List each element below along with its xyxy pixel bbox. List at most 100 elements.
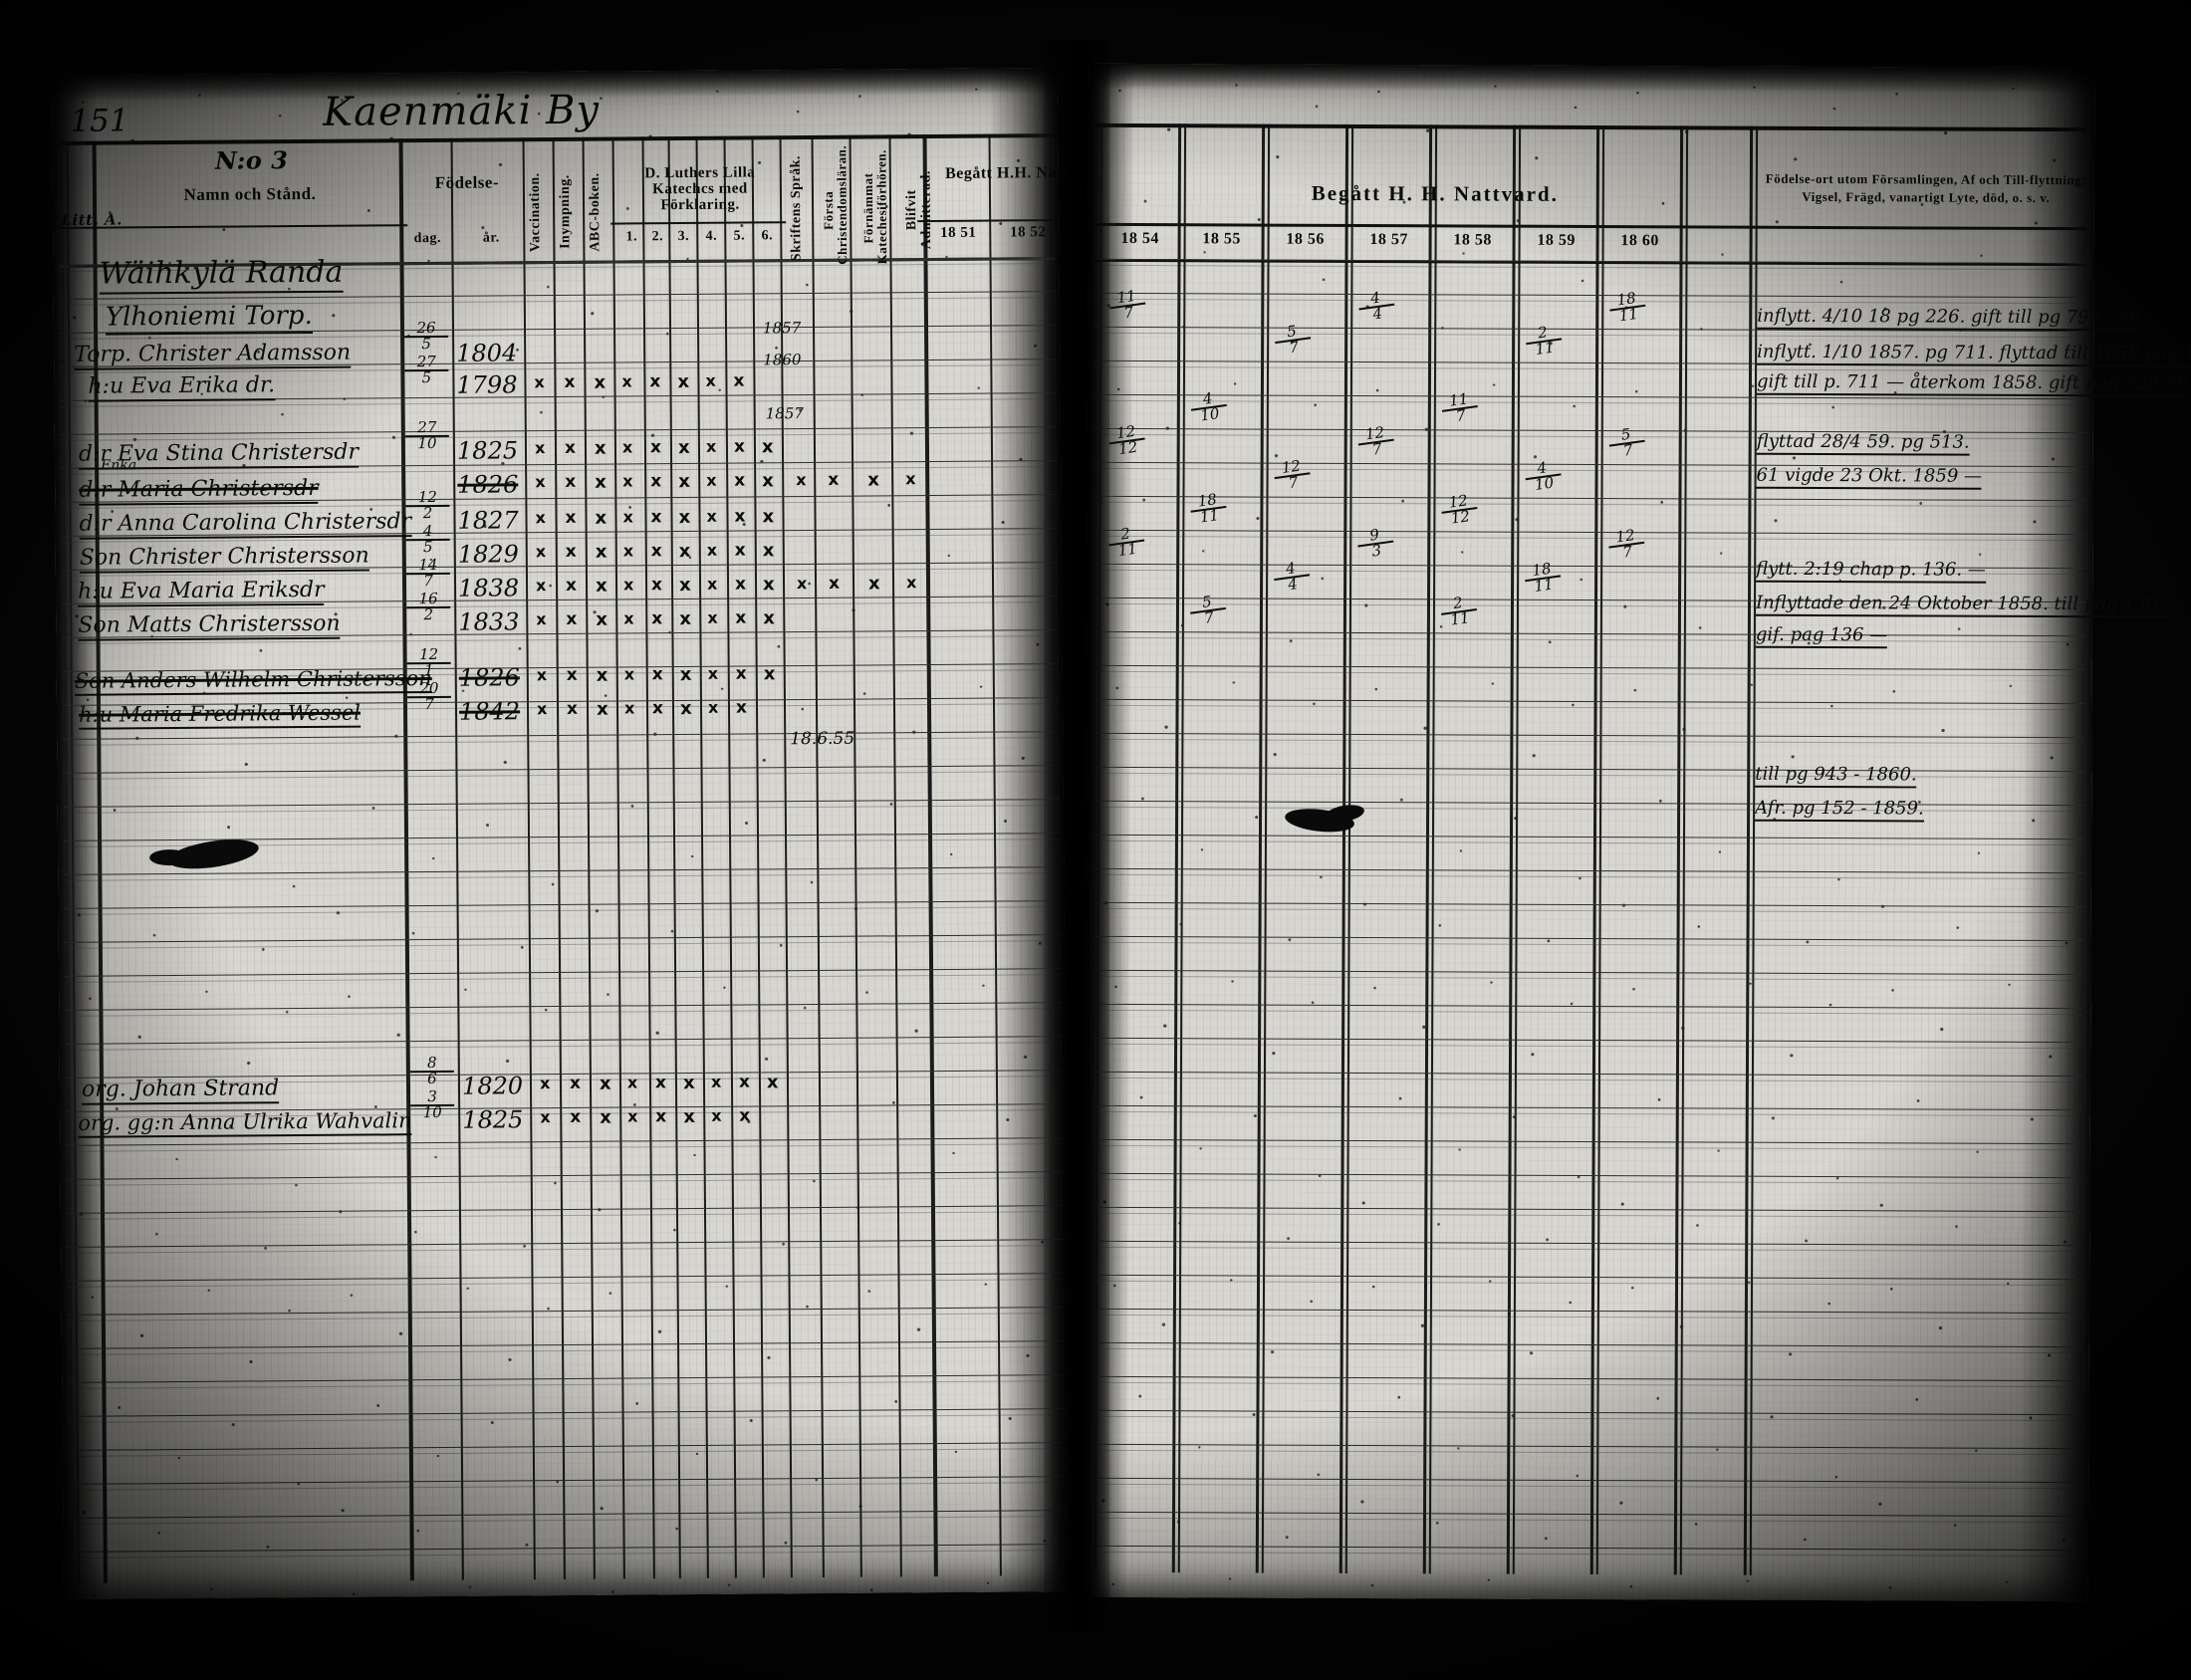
grid-vertical-line <box>552 137 566 1580</box>
catechism-x-mark: x <box>535 608 548 629</box>
grid-horizontal-line <box>1089 1415 2081 1422</box>
grid-horizontal-line <box>1091 1009 2083 1016</box>
right-page-table <box>1083 64 2095 1601</box>
header-year-1857: 18 57 <box>1369 231 1408 249</box>
grid-horizontal-line <box>1092 738 2084 745</box>
row-birth-year-6: 1838 <box>457 574 520 602</box>
catechism-x-mark: x <box>622 575 634 595</box>
header-birth: Födelse- <box>434 172 500 192</box>
header-year-1855: 18 55 <box>1202 230 1241 248</box>
grid-horizontal-line <box>1091 1003 2083 1010</box>
grid-horizontal-line <box>1090 1138 2082 1145</box>
header-communion-year-1851: 18 51 <box>940 224 977 241</box>
catechism-x-mark: x <box>535 541 547 562</box>
communion-date-cell: 12 7 <box>1355 423 1396 459</box>
grid-horizontal-line <box>1092 732 2084 739</box>
catechism-x-mark: x <box>600 1106 611 1128</box>
catechism-x-mark: x <box>595 471 607 493</box>
grid-horizontal-line <box>1093 535 2085 542</box>
row-birth-day-4: 12 2 <box>405 488 450 522</box>
remark-9: Afr. pg 152 - 1859. <box>1755 797 1924 823</box>
communion-date-cell: 12 7 <box>1272 457 1313 492</box>
catechism-x-mark: x <box>678 540 691 563</box>
header-catechism-3: 3. <box>677 228 690 245</box>
catechism-x-mark: x <box>565 541 577 563</box>
communion-date-cell: 18 11 <box>1188 490 1229 526</box>
row-birth-year-8: 1826 <box>458 663 520 692</box>
row-birth-day-1: 27 5 <box>404 353 449 386</box>
catechism-x-mark: x <box>762 574 775 596</box>
communion-date-cell: 12 12 <box>1439 491 1480 527</box>
grid-horizontal-line <box>58 133 1055 145</box>
grid-horizontal-line <box>1090 1144 2082 1151</box>
catechism-x-mark: x <box>705 436 717 456</box>
grid-horizontal-line <box>1090 1110 2082 1117</box>
row-name-0: Torp. Christer Adamsson <box>74 340 352 370</box>
inline-note-3: 18.6.55 <box>790 728 855 750</box>
grid-horizontal-line <box>1091 873 2083 880</box>
header-birth-year: år. <box>482 230 500 246</box>
row-name-1: h:u Eva Erika dr. <box>88 372 276 402</box>
catechism-x-mark: x <box>651 698 664 719</box>
grid-horizontal-line <box>1089 1314 2081 1320</box>
remark-7: gif. pag 136 — <box>1755 623 1888 649</box>
grid-horizontal-line <box>1091 1037 2083 1044</box>
grid-horizontal-line <box>1089 1449 2081 1456</box>
catechism-x-mark: x <box>682 1105 696 1128</box>
grid-horizontal-line <box>1091 975 2083 982</box>
row-birth-year-10: 1820 <box>461 1072 524 1100</box>
inline-note-4: 1857 <box>765 404 804 423</box>
grid-horizontal-line <box>1089 1511 2081 1518</box>
row-birth-year-7: 1833 <box>458 607 520 636</box>
grid-horizontal-line <box>1090 1246 2082 1253</box>
grid-horizontal-line <box>1090 1071 2082 1078</box>
catechism-x-mark: x <box>649 471 662 492</box>
grid-horizontal-line <box>1092 704 2084 711</box>
remark-8: till pg 943 - 1860. <box>1755 763 1917 789</box>
catechism-x-mark: x <box>621 371 632 391</box>
grid-horizontal-line <box>1094 222 2086 231</box>
catechism-x-mark: x <box>623 608 634 628</box>
grid-horizontal-line <box>1091 1043 2083 1050</box>
grid-horizontal-line <box>1089 1347 2081 1354</box>
croft-heading: Ylhoniemi Torp. <box>105 300 313 336</box>
catechism-x-mark: x <box>650 507 662 528</box>
catechism-x-mark: x <box>762 506 775 528</box>
grid-horizontal-line <box>1091 901 2083 908</box>
catechism-x-mark: x <box>707 663 719 683</box>
catechism-x-mark: x <box>710 1105 722 1125</box>
grid-horizontal-line <box>1089 1443 2081 1450</box>
header-birth-day: dag. <box>413 230 442 247</box>
header-catechism-6: 6. <box>761 228 774 244</box>
grid-horizontal-line <box>1092 670 2084 677</box>
grid-horizontal-line <box>1094 264 2086 271</box>
grid-horizontal-line <box>1089 1381 2081 1388</box>
catechism-x-mark: x <box>679 663 692 686</box>
grid-horizontal-line <box>917 219 1058 223</box>
row-name-4: d:r Anna Carolina Christersdr <box>79 509 412 540</box>
grid-horizontal-line <box>1092 664 2084 671</box>
row-birth-year-11: 1825 <box>462 1105 524 1134</box>
catechism-x-mark: x <box>735 607 747 628</box>
row-birth-year-1: 1798 <box>456 370 518 399</box>
grid-horizontal-line <box>1090 1280 2082 1287</box>
grid-vertical-line <box>988 133 1002 1576</box>
communion-date-cell: 2 11 <box>1439 594 1479 628</box>
catechism-x-mark: x <box>535 575 547 596</box>
row-birth-day-6: 14 7 <box>405 556 450 590</box>
catechism-x-mark: x <box>622 507 633 527</box>
catechism-x-mark: x <box>621 437 633 457</box>
catechism-x-mark: x <box>595 541 608 563</box>
catechism-x-mark: x <box>682 1072 696 1094</box>
catechism-x-mark: x <box>565 507 577 529</box>
header-catechism-2: 2. <box>651 229 664 245</box>
catechism-x-mark: x <box>678 506 691 529</box>
grid-horizontal-line <box>1091 935 2083 942</box>
catechism-x-mark: x <box>866 469 880 491</box>
grid-horizontal-line <box>1094 292 2086 299</box>
catechism-x-mark: x <box>705 370 717 390</box>
catechism-x-mark: x <box>735 663 747 684</box>
